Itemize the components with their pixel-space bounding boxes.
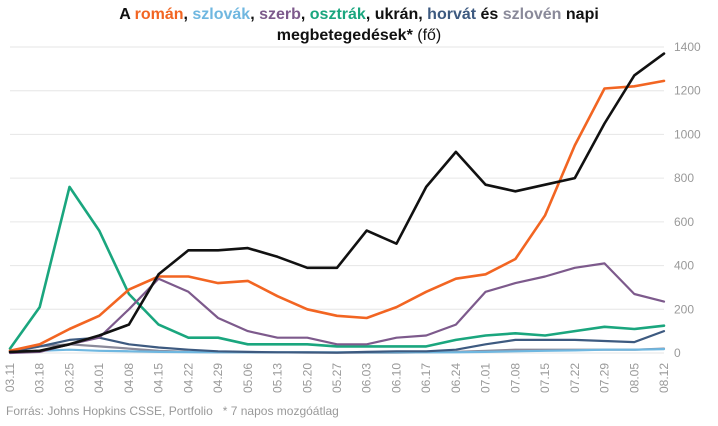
chart-title-line2: megbetegedések* (fő) xyxy=(0,25,718,46)
title-part: horvát xyxy=(427,6,477,23)
chart-title-main: megbetegedések* xyxy=(276,27,413,44)
x-tick-label: 04.29 xyxy=(211,363,225,393)
y-tick-label: 200 xyxy=(674,302,694,316)
chart-series xyxy=(8,52,666,355)
y-tick-label: 1200 xyxy=(674,84,701,98)
title-part: napi xyxy=(561,6,599,23)
y-tick-label: 600 xyxy=(674,215,694,229)
x-tick-label: 07.29 xyxy=(598,363,612,393)
x-tick-label: 03.25 xyxy=(62,363,76,393)
title-part: , xyxy=(250,6,260,23)
x-tick-label: 06.10 xyxy=(389,363,403,393)
series-line-román xyxy=(8,79,666,353)
chart-title-line1: A román, szlovák, szerb, osztrák, ukrán,… xyxy=(0,4,718,25)
x-tick-label: 06.24 xyxy=(449,363,463,393)
y-tick-label: 800 xyxy=(674,171,694,185)
x-tick-label: 03.18 xyxy=(33,363,47,393)
series-line-horvát xyxy=(8,330,666,354)
x-tick-label: 04.01 xyxy=(92,363,106,393)
series-line-osztrák xyxy=(8,185,666,350)
x-tick-label: 04.08 xyxy=(122,363,136,393)
y-tick-label: 1400 xyxy=(674,40,701,54)
title-part: , xyxy=(183,6,193,23)
title-part: szerb xyxy=(259,6,301,23)
x-tick-label: 07.08 xyxy=(508,363,522,393)
title-part: A xyxy=(119,6,135,23)
x-tick-label: 07.15 xyxy=(538,363,552,393)
title-part: , xyxy=(418,6,428,23)
title-part: szlovén xyxy=(502,6,562,23)
chart-title: A román, szlovák, szerb, osztrák, ukrán,… xyxy=(0,4,718,46)
y-axis-ticks: 0 200 400 600 800 1000 1200 1400 xyxy=(674,40,701,360)
title-part: szlovák xyxy=(192,6,251,23)
source-note: Forrás: Johns Hopkins CSSE, Portfolio * … xyxy=(6,404,339,418)
title-part: , xyxy=(300,6,310,23)
x-tick-label: 04.22 xyxy=(181,363,195,393)
x-tick-label: 07.01 xyxy=(479,363,493,393)
x-tick-label: 08.12 xyxy=(657,363,671,393)
x-tick-label: 07.22 xyxy=(568,363,582,393)
title-part: , xyxy=(365,6,375,23)
title-part: és xyxy=(476,6,503,23)
chart-title-unit: (fő) xyxy=(412,27,442,44)
x-tick-label: 08.05 xyxy=(627,363,641,393)
x-tick-label: 05.06 xyxy=(241,363,255,393)
y-tick-label: 0 xyxy=(674,346,681,360)
title-part: román xyxy=(134,6,184,23)
y-tick-label: 400 xyxy=(674,259,694,273)
x-tick-label: 04.15 xyxy=(152,363,166,393)
title-part: ukrán xyxy=(374,6,419,23)
x-tick-label: 05.13 xyxy=(271,363,285,393)
x-tick-label: 03.11 xyxy=(3,363,17,392)
y-tick-label: 1000 xyxy=(674,127,701,141)
x-tick-label: 05.27 xyxy=(330,363,344,393)
series-line-szerb xyxy=(8,262,666,355)
chart-grid xyxy=(10,46,664,354)
x-tick-label: 06.17 xyxy=(419,363,433,393)
x-tick-label: 05.20 xyxy=(300,363,314,393)
x-tick-label: 06.03 xyxy=(360,363,374,393)
title-part: osztrák xyxy=(309,6,366,23)
series-line-ukrán xyxy=(8,52,666,354)
x-axis-ticks: 03.11 03.18 03.25 04.01 04.08 04.15 04.22 04.29… xyxy=(3,363,671,393)
